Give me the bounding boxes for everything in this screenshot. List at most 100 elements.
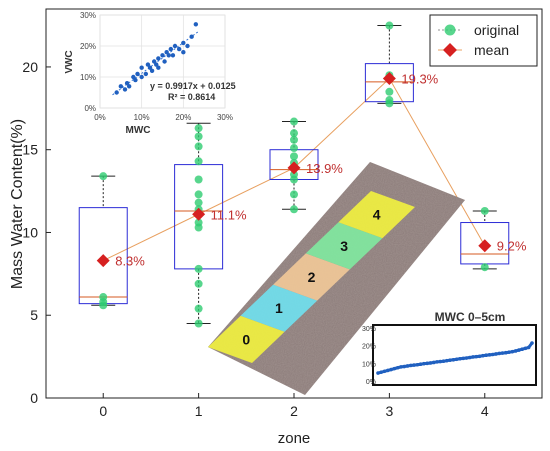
original-point <box>194 304 203 313</box>
scatter-point <box>139 65 144 70</box>
line-inset-markers <box>376 341 534 375</box>
y-tick-label: 15 <box>22 142 38 158</box>
line-inset-y-tick: 10% <box>362 361 376 368</box>
y-tick-label: 20 <box>22 59 38 75</box>
original-point <box>194 124 203 133</box>
mean-label: 9.2% <box>497 239 527 254</box>
map-zone-label: 0 <box>242 331 250 347</box>
original-point <box>290 117 298 126</box>
scatter-point <box>131 74 136 80</box>
mean-marker <box>382 72 396 86</box>
line-inset-point <box>422 361 426 366</box>
scatter-point <box>162 59 167 64</box>
scatter-y-label: VWC <box>64 50 75 73</box>
original-point <box>194 198 203 207</box>
original-point <box>480 206 489 215</box>
mean-marker <box>96 254 110 268</box>
line-inset-point <box>448 358 452 362</box>
original-point <box>290 170 298 179</box>
scatter-point <box>135 71 140 77</box>
scatter-point <box>126 84 132 89</box>
line-inset-point <box>399 365 403 369</box>
line-inset-point <box>376 371 380 375</box>
scatter-point <box>124 81 130 86</box>
line-inset-point <box>458 356 462 361</box>
scatter-point <box>147 65 153 70</box>
line-inset-point <box>445 358 449 363</box>
map-zone-label: 1 <box>275 300 283 316</box>
line-inset-point <box>408 363 413 368</box>
original-point <box>194 264 203 273</box>
map-zone-label: 3 <box>340 238 348 254</box>
line-inset-point <box>382 369 387 374</box>
original-point <box>194 142 203 151</box>
line-inset-point <box>402 364 407 369</box>
legend-original-label: original <box>474 22 519 38</box>
line-inset-point <box>494 352 498 356</box>
scatter-y-tick: 30% <box>80 11 96 20</box>
scatter-point <box>176 46 182 52</box>
map-zone-block <box>338 191 415 239</box>
line-inset-point <box>412 363 416 367</box>
line-inset-point <box>405 364 410 368</box>
line-inset: MWC 0–5cm 0% 10% 20% 30% <box>362 310 537 386</box>
line-inset-point <box>503 350 508 355</box>
original-point <box>194 279 203 288</box>
scatter-point <box>156 65 161 70</box>
line-inset-point <box>454 357 459 362</box>
original-point <box>290 205 298 214</box>
scatter-point <box>166 53 171 58</box>
line-inset-point <box>461 356 465 361</box>
original-point <box>194 218 203 227</box>
scatter-x-tick: 0% <box>94 113 106 122</box>
line-inset-point <box>477 354 482 359</box>
scatter-point <box>151 59 157 64</box>
original-point <box>480 263 489 272</box>
scatter-x-tick: 20% <box>175 113 191 122</box>
line-inset-point <box>428 361 433 365</box>
line-inset-point <box>386 368 390 373</box>
x-tick-label: 1 <box>195 403 203 419</box>
original-point <box>290 152 298 161</box>
line-inset-point <box>435 360 439 364</box>
line-inset-point <box>425 361 429 366</box>
scatter-point <box>149 68 155 74</box>
legend-box <box>429 14 538 67</box>
original-point <box>290 144 298 153</box>
scatter-x-tick: 30% <box>217 113 233 122</box>
line-inset-point <box>500 351 505 355</box>
map-inset: 0 1 2 3 4 <box>208 162 465 395</box>
map-zone-block <box>305 222 383 270</box>
scatter-x-label: MWC <box>126 125 151 136</box>
scatter-point <box>145 62 151 67</box>
mean-label: 11.1% <box>211 207 247 222</box>
scatter-equation: y = 0.9917x + 0.0125 <box>150 81 236 91</box>
scatter-grid: 0% 10% 20% 30% 0% 10% 20% 30% <box>80 11 233 122</box>
mean-label: 19.3% <box>401 72 438 87</box>
line-inset-point <box>438 359 443 364</box>
line-inset-point <box>389 367 393 372</box>
original-points <box>99 21 489 328</box>
line-inset-point <box>392 366 397 371</box>
scatter-y-tick: 0% <box>84 104 96 113</box>
original-point <box>99 293 108 302</box>
original-point <box>385 87 394 96</box>
mean-marker <box>478 239 492 253</box>
line-inset-point <box>481 353 485 358</box>
line-inset-point <box>517 348 521 352</box>
y-axis-label: Mass Water Content(%) <box>9 119 26 289</box>
x-tick-label: 2 <box>290 403 298 419</box>
scatter-point <box>154 62 159 67</box>
mean-label: 13.9% <box>306 161 343 176</box>
line-inset-point <box>513 349 518 353</box>
scatter-point <box>172 43 178 49</box>
scatter-inset: 0% 10% 20% 30% 0% 10% 20% 30% y = 0.9917x + 0.0… <box>64 11 236 136</box>
scatter-point <box>114 90 119 95</box>
scatter-point <box>164 50 169 55</box>
x-tick-label: 0 <box>99 403 107 419</box>
original-point <box>194 190 203 199</box>
map-zone-block <box>240 284 318 332</box>
scatter-y-tick: 20% <box>80 42 96 51</box>
x-tick-label: 4 <box>481 403 489 419</box>
original-point <box>290 135 298 144</box>
